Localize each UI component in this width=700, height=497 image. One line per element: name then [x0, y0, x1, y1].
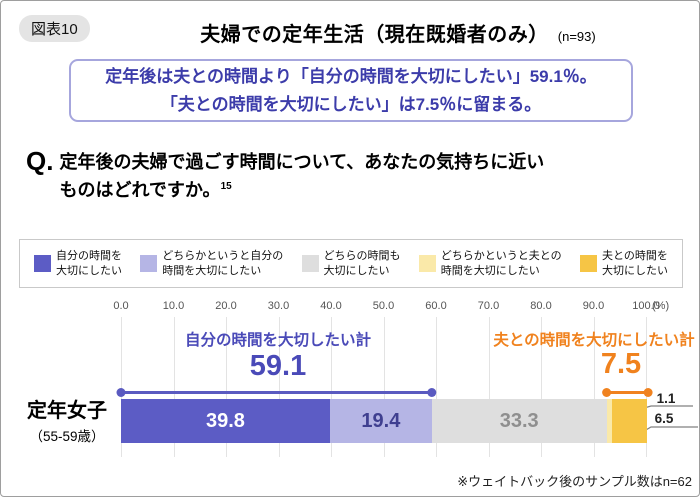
gridline — [278, 317, 280, 457]
key-finding-line1: 定年後は夫との時間より「自分の時間を大切にしたい」59.1％。 — [105, 67, 597, 87]
question-text: 定年後の夫婦で過ごす時間について、あなたの気持ちに近い ものはどれですか。15 — [59, 148, 544, 205]
gridline — [593, 317, 595, 457]
outside-value-label: 6.5 — [654, 411, 674, 426]
axis-tick-label: 60.0 — [425, 300, 447, 312]
bar-segment — [612, 399, 647, 443]
axis-tick-label: 90.0 — [582, 300, 605, 312]
gridline — [436, 317, 437, 457]
bar-segment: 33.3 — [431, 399, 607, 443]
figure-badge: 図表10 — [19, 15, 90, 42]
aggregate-bracket-dot — [427, 388, 437, 397]
axis-unit: (%) — [652, 300, 670, 312]
legend-swatch — [301, 255, 319, 272]
question-line2: ものはどれですか。15 — [59, 180, 232, 201]
legend-label: 夫との時間を 大切にしたい — [601, 249, 668, 277]
legend-item: 自分の時間を 大切にしたい — [34, 249, 122, 279]
bar-row-label: 定年女子 （55-59歳） — [19, 398, 115, 445]
sample-size: (n=93) — [557, 29, 596, 44]
legend-item: どちらかというと夫との 時間を大切にしたい — [418, 249, 562, 279]
row-label-sub: （55-59歳） — [29, 429, 105, 444]
legend-label: どちらの時間も 大切にしたい — [323, 249, 401, 277]
question-footnote-ref: 15 — [220, 181, 232, 193]
legend-label: どちらかというと夫との 時間を大切にしたい — [440, 249, 562, 277]
chart-footnote: ※ウェイトバック後のサンプル数はn=62 — [457, 474, 692, 489]
question-prefix: Q. — [26, 146, 54, 176]
axis-tick-label: 0.0 — [113, 300, 129, 312]
aggregate-self-value: 59.1 — [249, 350, 307, 382]
aggregate-husband-value: 7.5 — [600, 348, 642, 380]
legend-swatch — [418, 255, 436, 272]
bar-segment-value: 19.4 — [361, 409, 401, 432]
outside-value-label: 1.1 — [656, 391, 676, 406]
key-finding-line2: 「夫との時間を大切にしたい」は7.5％に留まる。 — [160, 94, 542, 114]
bar-segment — [606, 399, 613, 443]
axis-tick-label: 100.0 — [632, 300, 660, 312]
bar-segment-value: 33.3 — [499, 409, 539, 432]
aggregate-husband-label: 夫との時間を大切にしたい計 — [493, 332, 695, 349]
axis-tick-label: 20.0 — [215, 300, 237, 312]
legend-label: 自分の時間を 大切にしたい — [56, 249, 122, 277]
gridline — [173, 317, 175, 457]
axis-tick-label: 80.0 — [530, 300, 552, 312]
legend-item: どちらの時間も 大切にしたい — [301, 249, 401, 279]
axis-tick-label: 70.0 — [477, 300, 500, 312]
aggregate-self-time: 自分の時間を大切したい計 59.1 — [128, 328, 428, 383]
legend-swatch — [34, 255, 51, 272]
legend-swatch — [140, 255, 158, 272]
axis-tick-label: 50.0 — [372, 300, 395, 312]
axis-tick-label: 10.0 — [162, 300, 185, 312]
legend-item: 夫との時間を 大切にしたい — [579, 249, 668, 279]
bar-segment: 39.8 — [121, 399, 330, 443]
aggregate-self-label: 自分の時間を大切したい計 — [184, 332, 371, 349]
aggregate-bracket-dot — [602, 388, 612, 397]
axis-tick-label: 40.0 — [320, 300, 342, 312]
legend-swatch — [579, 255, 597, 272]
legend-item: どちらかというと自分の 時間を大切にしたい — [140, 249, 283, 279]
chart-legend: 自分の時間を 大切にしたい どちらかというと自分の 時間を大切にしたい どちらの時間も大… — [19, 239, 683, 288]
gridline — [226, 317, 227, 457]
gridline — [331, 317, 332, 457]
axis-tick-label: 30.0 — [267, 300, 290, 312]
bar-segment: 19.4 — [329, 399, 432, 443]
gridline — [121, 317, 122, 457]
gridline — [488, 317, 490, 457]
key-finding-box: 定年後は夫との時間より「自分の時間を大切にしたい」59.1％。 「夫との時間を大… — [69, 59, 633, 122]
row-label-main: 定年女子 — [27, 400, 107, 422]
question-line1: 定年後の夫婦で過ごす時間について、あなたの気持ちに近い — [59, 152, 545, 172]
gridline — [383, 317, 385, 457]
question-block: Q. 定年後の夫婦で過ごす時間について、あなたの気持ちに近い ものはどれですか。… — [26, 146, 544, 205]
gridline — [541, 317, 542, 457]
title-row: 夫婦での定年生活（現在既婚者のみ） (n=93) — [1, 18, 699, 47]
page-title: 夫婦での定年生活（現在既婚者のみ） — [200, 24, 549, 46]
bar-segment-value: 39.8 — [206, 409, 245, 432]
legend-label: どちらかというと自分の 時間を大切にしたい — [162, 249, 284, 277]
gridline — [646, 317, 647, 457]
